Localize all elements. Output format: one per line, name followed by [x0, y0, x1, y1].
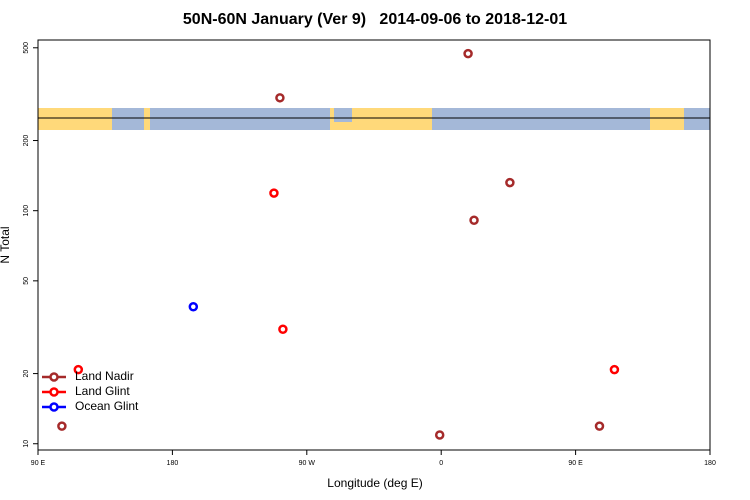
map-strip: [38, 108, 710, 130]
point: [505, 177, 515, 188]
point: [278, 324, 288, 334]
x-tick-label: 90 E: [31, 460, 46, 467]
y-tick-label: 500: [23, 42, 30, 54]
y-tick-label: 100: [23, 205, 30, 217]
point: [188, 302, 199, 312]
x-tick-label: 0: [439, 460, 443, 467]
point: [469, 215, 479, 225]
legend-marker: [49, 402, 59, 412]
legend-marker: [49, 387, 59, 397]
chart-title: 50N-60N January (Ver 9) 2014-09-06 to 20…: [183, 11, 567, 28]
y-tick-label: 20: [23, 370, 30, 378]
point: [594, 421, 605, 431]
plot-frame: [37, 39, 711, 451]
point: [463, 48, 473, 59]
legend-label: Land Glint: [75, 384, 130, 398]
point: [269, 188, 279, 198]
legend-marker: [49, 372, 59, 382]
point: [434, 430, 445, 440]
legend-label: Land Nadir: [75, 369, 134, 383]
point: [73, 364, 84, 375]
point: [609, 364, 620, 375]
y-tick-label: 10: [23, 440, 30, 448]
point: [57, 421, 67, 431]
y-axis-label: N Total: [0, 226, 12, 263]
legend-label: Ocean Glint: [75, 399, 139, 413]
y-tick-label: 50: [23, 277, 30, 285]
x-axis-label: Longitude (deg E): [327, 476, 422, 490]
x-tick-label: 180: [167, 460, 179, 467]
point: [275, 93, 285, 103]
y-tick-label: 200: [23, 135, 30, 147]
x-tick-label: 90 W: [299, 460, 316, 467]
x-tick-label: 180: [704, 460, 716, 467]
x-tick-label: 90 E: [568, 460, 583, 467]
